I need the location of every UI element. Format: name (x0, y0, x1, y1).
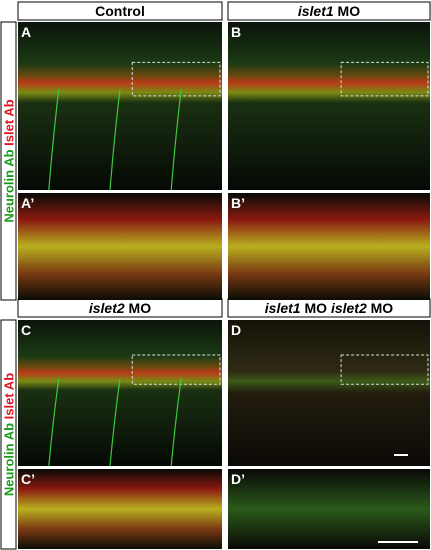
header-part: MO (301, 300, 331, 316)
panel-letter: C’ (21, 471, 35, 487)
micrograph (18, 469, 222, 549)
axon (170, 89, 182, 191)
micrograph (228, 469, 430, 549)
micrograph (228, 320, 430, 466)
side-box (0, 21, 17, 301)
side-part: Neurolin Ab (2, 149, 17, 222)
axon (109, 89, 121, 191)
panel-letter: C (21, 322, 31, 338)
header-part: MO (334, 3, 361, 19)
scale-bar (378, 541, 418, 543)
header-part: Control (95, 3, 145, 19)
header: Control (95, 3, 145, 19)
panel-letter: B’ (231, 195, 245, 211)
side-label: Neurolin Ab Islet Ab (2, 99, 17, 222)
panel-letter: D’ (231, 471, 245, 487)
panel-letter: B (231, 24, 241, 40)
header: islet1 MO islet2 MO (265, 300, 394, 316)
inset-box (131, 61, 221, 97)
header-part: islet2 (89, 300, 125, 316)
side-label: Neurolin Ab Islet Ab (2, 373, 17, 496)
panel-letter: A (21, 24, 31, 40)
header-box (227, 1, 431, 21)
micrograph (18, 320, 222, 466)
side-box (0, 319, 17, 550)
axon (109, 378, 121, 467)
micrograph (228, 22, 430, 190)
micrograph (228, 193, 430, 300)
side-part: Islet Ab (2, 99, 17, 149)
header: islet1 MO (298, 3, 360, 19)
inset-box (340, 354, 429, 385)
axon (48, 89, 60, 191)
header-box (17, 1, 223, 21)
panel-letter: A’ (21, 195, 34, 211)
side-part: Neurolin Ab (2, 423, 17, 496)
axon (48, 378, 60, 467)
header: islet2 MO (89, 300, 151, 316)
header-part: MO (367, 300, 394, 316)
header-part: islet1 (265, 300, 301, 316)
header-part: islet2 (331, 300, 367, 316)
axon (170, 378, 182, 467)
side-part: Islet Ab (2, 373, 17, 423)
micrograph (18, 22, 222, 190)
inset-box (131, 354, 221, 385)
micrograph (18, 193, 222, 300)
panel-letter: D (231, 322, 241, 338)
scale-bar (394, 454, 408, 456)
header-part: MO (125, 300, 152, 316)
header-part: islet1 (298, 3, 334, 19)
